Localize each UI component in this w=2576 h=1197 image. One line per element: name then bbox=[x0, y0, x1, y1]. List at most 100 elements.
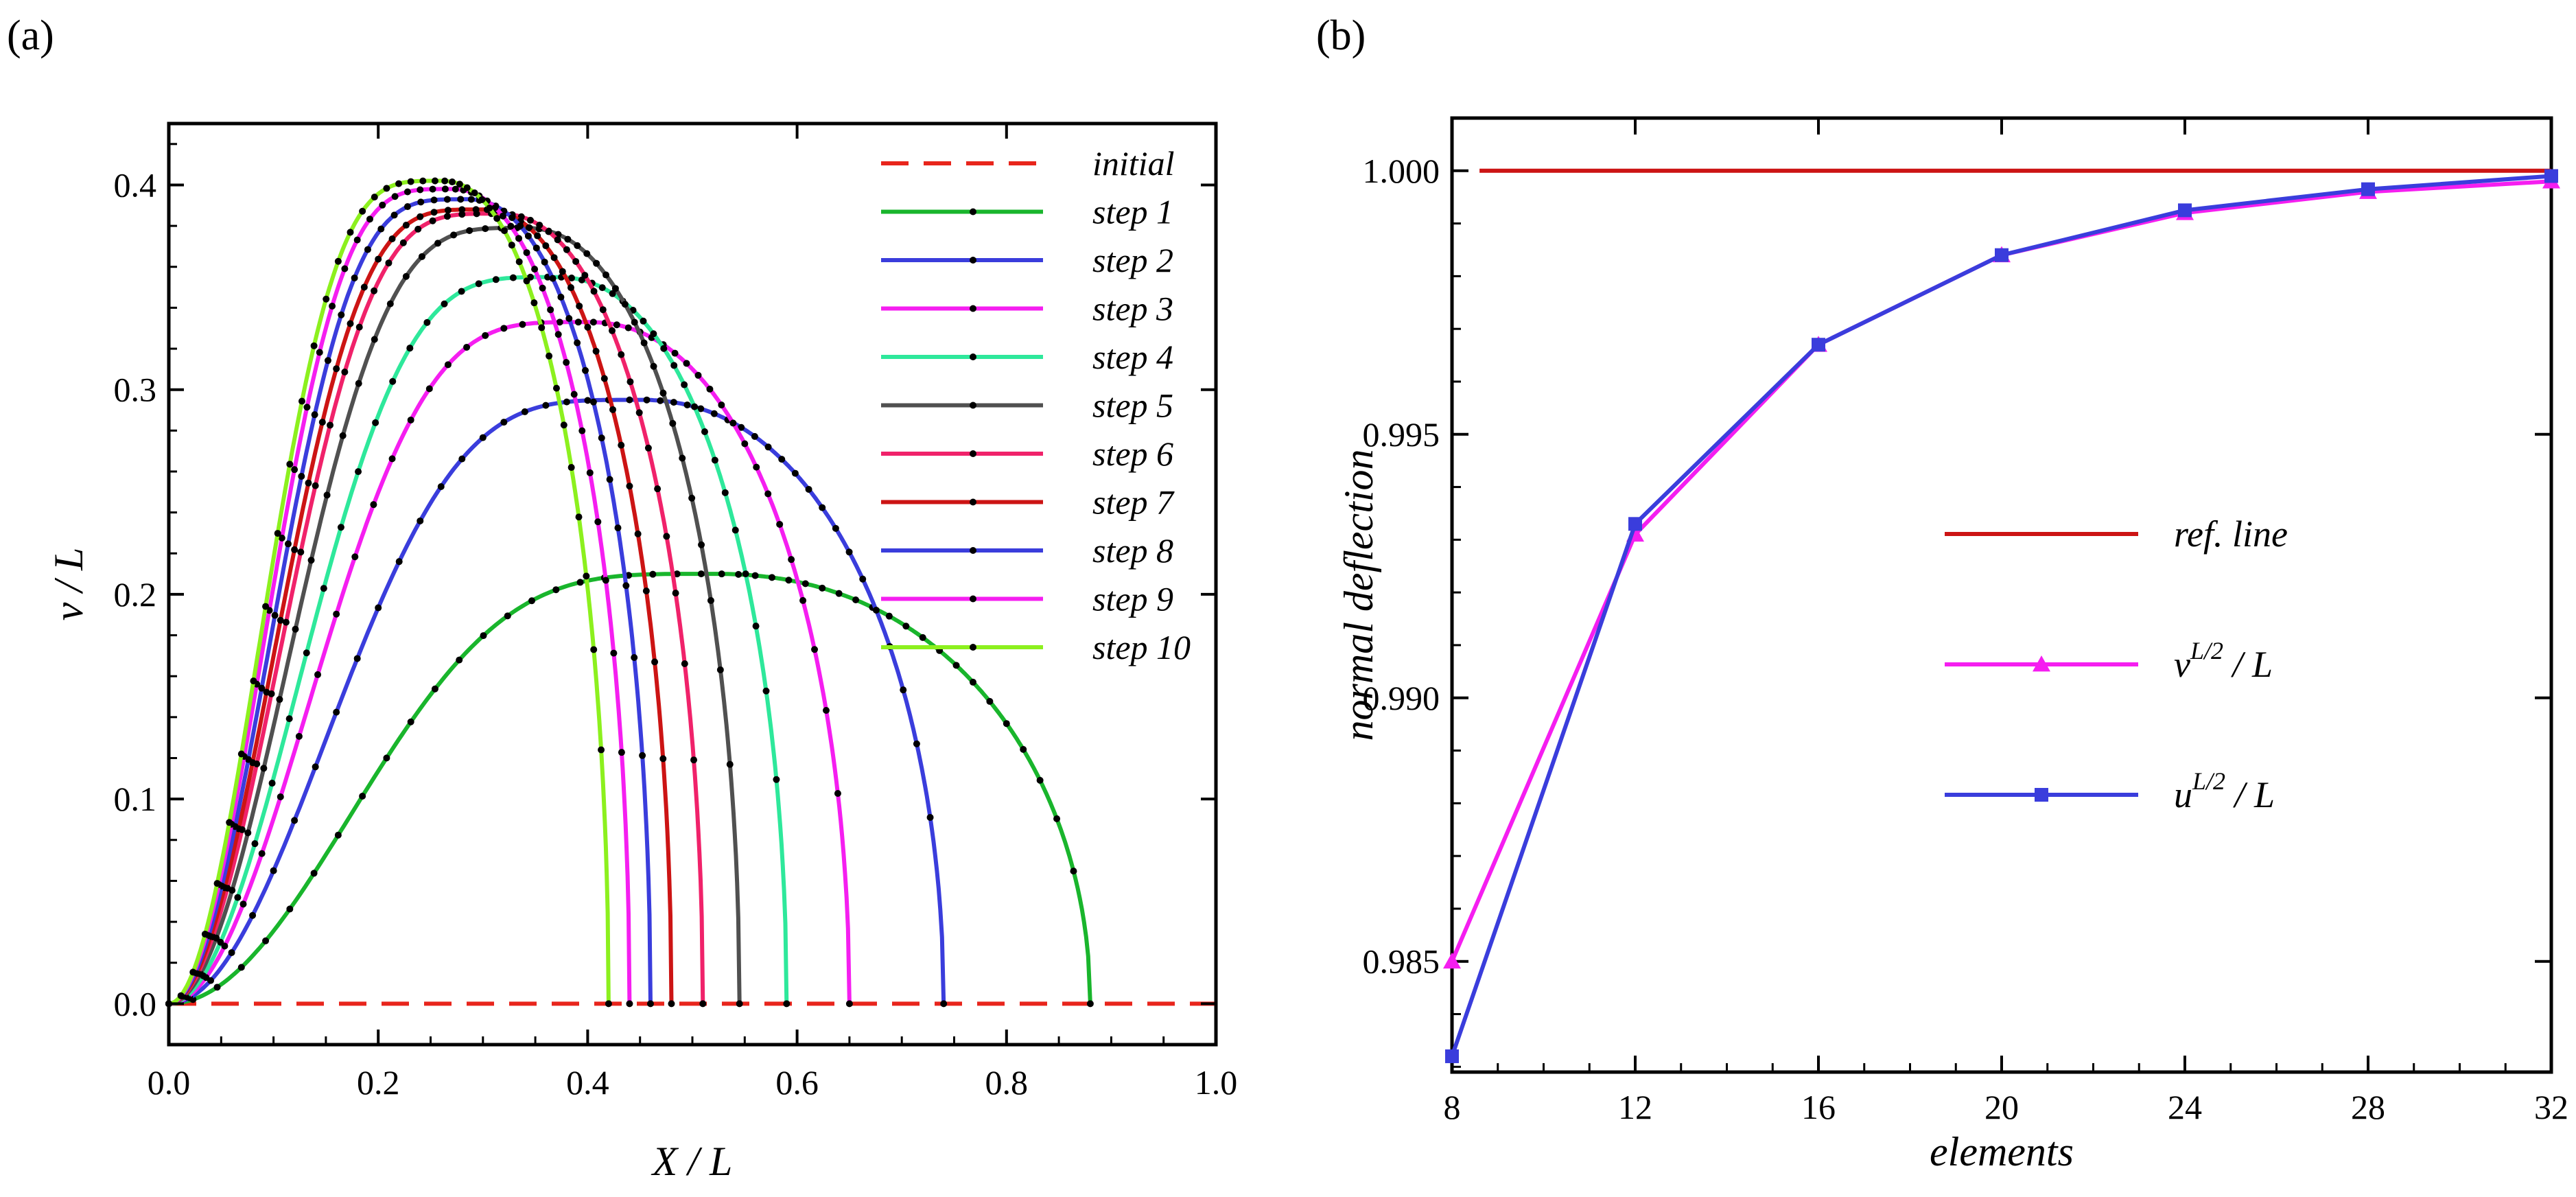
series-step-1-node bbox=[504, 612, 511, 620]
series-step-9-node bbox=[353, 236, 361, 244]
series-step-3-node bbox=[295, 732, 303, 740]
series-step-1-node bbox=[649, 570, 657, 578]
series-step-6-node bbox=[581, 272, 589, 279]
series-step-1-node bbox=[735, 570, 742, 578]
series-step-2-node bbox=[270, 867, 277, 874]
series-step-9-node bbox=[316, 349, 323, 356]
series-step-1-node bbox=[1070, 868, 1077, 875]
series-step-9-node bbox=[429, 185, 436, 193]
series-step-5-node bbox=[482, 225, 489, 233]
chart-b-x-axis-label: elements bbox=[1930, 1129, 2074, 1174]
series-step-9-node bbox=[329, 302, 336, 310]
series-step-5-node bbox=[466, 226, 473, 234]
series-step-2-node bbox=[913, 740, 920, 747]
series-step-3-node bbox=[574, 318, 582, 326]
series-step-4-node bbox=[568, 275, 576, 282]
series-step-2-node bbox=[500, 419, 508, 426]
legend-a-swatch-dot bbox=[970, 257, 976, 264]
series-step-10-node bbox=[347, 229, 354, 236]
series-step-1-node bbox=[751, 572, 759, 579]
series-step-2-node bbox=[542, 402, 550, 409]
series-step-10-node bbox=[213, 880, 221, 887]
series-step-10-node bbox=[471, 189, 478, 197]
series-step-4-node bbox=[320, 585, 327, 592]
series-step-2-node bbox=[940, 1000, 948, 1008]
chart-a-x-tick-label: 0.8 bbox=[985, 1063, 1029, 1102]
series-step-6-node bbox=[681, 660, 688, 667]
legend-a-swatch-dot bbox=[970, 305, 976, 312]
legend-a-swatch-dot bbox=[970, 402, 976, 409]
series-b-square-marker bbox=[2178, 203, 2192, 218]
series-step-7-node bbox=[347, 320, 354, 327]
series-step-6-node bbox=[526, 216, 534, 224]
series-step-5-node bbox=[371, 336, 378, 343]
series-step-7-node bbox=[626, 483, 633, 490]
series-step-7-node bbox=[559, 268, 566, 275]
series-step-2-node bbox=[249, 911, 257, 919]
series-step-10-node bbox=[546, 352, 553, 360]
series-step-3-node bbox=[351, 553, 359, 561]
series-step-6-node bbox=[699, 1000, 707, 1008]
series-step-4-node bbox=[660, 345, 668, 352]
series-step-2-node bbox=[845, 548, 853, 556]
series-step-7-node bbox=[333, 365, 340, 373]
series-step-8-node bbox=[532, 244, 540, 252]
series-step-2-node bbox=[819, 504, 826, 511]
series-step-8-node bbox=[598, 434, 605, 442]
series-step-2-node bbox=[872, 607, 880, 614]
series-step-5-node bbox=[244, 829, 252, 837]
series-step-7-node bbox=[584, 323, 592, 331]
series-b-square-marker bbox=[2544, 169, 2558, 183]
series-step-7-node bbox=[534, 232, 541, 240]
series-step-7-node bbox=[525, 224, 532, 231]
series-step-6-node bbox=[654, 485, 661, 493]
series-step-10-node bbox=[575, 513, 583, 521]
series-step-5-node bbox=[276, 696, 283, 704]
series-step-6-node bbox=[536, 222, 543, 229]
series-step-10-node bbox=[431, 177, 438, 185]
series-step-7-node bbox=[592, 347, 600, 355]
series-step-6-node bbox=[545, 228, 552, 235]
chart-a-x-tick-label: 0.4 bbox=[566, 1063, 609, 1102]
series-step-5-node bbox=[402, 272, 410, 280]
series-step-4-node bbox=[762, 687, 770, 695]
series-step-10-node bbox=[298, 397, 305, 405]
series-step-4-node bbox=[752, 623, 760, 630]
series-step-1-node bbox=[697, 570, 705, 578]
series-step-6-node bbox=[563, 246, 570, 253]
series-step-5-node bbox=[669, 419, 677, 427]
series-step-4-node bbox=[492, 276, 500, 283]
legend-a-label: step 6 bbox=[1092, 434, 1173, 473]
chart-a-y-tick-label: 0.2 bbox=[114, 575, 157, 614]
series-step-9-node bbox=[626, 1000, 633, 1008]
chart-a-y-tick-label: 0.3 bbox=[114, 371, 157, 409]
series-step-5-node bbox=[292, 625, 299, 633]
legend-b-label: uL/2 / L bbox=[2174, 767, 2275, 815]
series-step-4-node bbox=[251, 840, 259, 848]
series-step-10-node bbox=[590, 646, 598, 653]
chart-b-x-tick-label: 8 bbox=[1444, 1088, 1461, 1126]
series-step-10-node bbox=[359, 207, 366, 215]
series-step-5-node bbox=[355, 380, 362, 387]
series-step-10-node bbox=[250, 677, 257, 685]
series-step-9-node bbox=[403, 188, 411, 196]
series-step-1-node bbox=[801, 580, 809, 588]
series-step-2-node bbox=[312, 763, 319, 771]
series-step-8-node bbox=[430, 196, 438, 204]
series-step-9-node bbox=[547, 306, 554, 314]
series-step-2-node bbox=[738, 423, 745, 431]
series-step-2-node bbox=[859, 575, 867, 583]
series-step-7-node bbox=[651, 658, 659, 666]
series-step-8-node bbox=[606, 476, 613, 483]
series-step-4-node bbox=[458, 288, 465, 295]
series-step-2-node bbox=[417, 517, 424, 524]
series-step-5-node bbox=[450, 231, 458, 239]
series-step-2-node bbox=[657, 397, 664, 404]
series-step-4-node bbox=[337, 524, 344, 531]
series-step-9-node bbox=[523, 249, 530, 257]
series-step-8-node bbox=[457, 196, 465, 203]
legend-a-label: step 3 bbox=[1092, 290, 1173, 328]
series-step-9-node bbox=[618, 749, 625, 756]
legend-a-label: step 4 bbox=[1092, 338, 1173, 376]
chart-a: (a) 0.0 0.2 0.4 0.6 0.8 1.0 0.0 0.1 0.2 0.3 0.4 X … bbox=[7, 12, 1237, 1184]
